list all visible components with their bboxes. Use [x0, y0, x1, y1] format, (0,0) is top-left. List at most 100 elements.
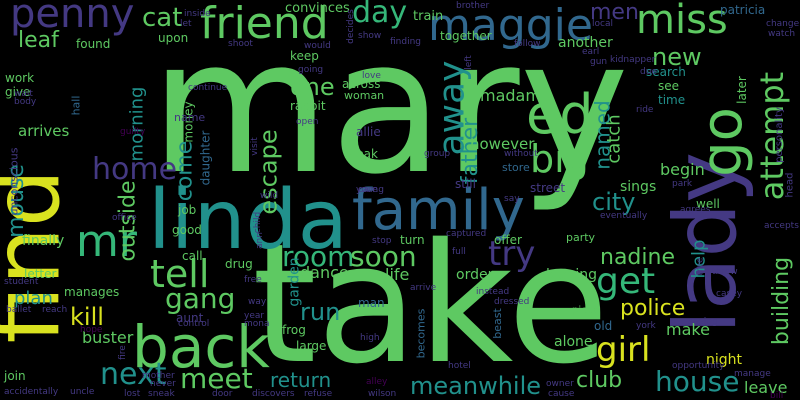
word-city: city	[592, 188, 636, 216]
word-call: call	[182, 249, 203, 263]
word-meanwhile: meanwhile	[410, 372, 542, 400]
word-morning: morning	[126, 86, 148, 162]
word-take: take	[252, 208, 609, 400]
word-opportunity: opportunity	[672, 361, 725, 371]
word-bill: bill	[770, 391, 784, 400]
word-nadine: nadine	[600, 245, 675, 270]
word-office: office	[112, 213, 137, 223]
word-becomes: becomes	[414, 308, 428, 359]
word-big: big	[530, 137, 589, 181]
word-across: across	[342, 77, 381, 91]
word-however: however	[470, 135, 535, 153]
word-tree: tree	[695, 257, 706, 276]
word-manages: manages	[64, 285, 120, 299]
word-follow: follow	[514, 39, 541, 49]
word-upon: upon	[158, 31, 189, 45]
word-plan: plan	[14, 288, 53, 309]
word-instead: instead	[476, 287, 510, 297]
word-club: club	[576, 368, 623, 393]
word-order: order	[456, 267, 494, 283]
word-dance: dance	[300, 263, 349, 282]
word-another: another	[558, 35, 613, 51]
word-keep: keep	[290, 49, 319, 63]
word-sneak: sneak	[148, 389, 175, 399]
word-arrive: arrive	[410, 283, 437, 293]
word-stop: stop	[372, 236, 392, 246]
word-accepts: accepts	[764, 221, 799, 231]
word-visit: visit	[249, 137, 260, 156]
word-wild: wild	[260, 191, 279, 201]
word-group: group	[424, 149, 451, 159]
word-house: house	[655, 365, 740, 398]
word-personality: personality	[773, 107, 785, 163]
word-buster: buster	[82, 328, 134, 347]
word-frog: frog	[282, 323, 306, 337]
word-old: old	[594, 319, 613, 333]
word-love: love	[362, 71, 381, 81]
word-ann: ann	[254, 232, 265, 249]
word-year: year	[244, 311, 265, 321]
word-party: party	[566, 231, 596, 244]
word-kidnapper: kidnapper	[610, 55, 656, 65]
word-home: home	[92, 152, 178, 187]
word-unconscious: unconscious	[7, 147, 21, 216]
word-store: store	[502, 161, 530, 174]
word-man: man	[358, 296, 385, 310]
word-way: way	[248, 297, 267, 307]
word-madame: madame	[480, 86, 551, 105]
word-aunt: aunt	[176, 311, 204, 325]
word-well: well	[696, 197, 720, 211]
word-work: work	[5, 71, 35, 85]
word-decides: decides	[345, 9, 356, 44]
word-casey: casey	[716, 289, 743, 299]
word-miss: miss	[636, 0, 728, 43]
word-friend: friend	[200, 0, 329, 49]
word-mary: mary	[150, 0, 630, 215]
word-get: get	[596, 261, 656, 302]
word-men: men	[590, 0, 639, 25]
word-return: return	[270, 368, 332, 392]
word-manage: manage	[734, 369, 771, 379]
word-convinces: convinces	[285, 1, 350, 16]
word-new: new	[652, 43, 702, 71]
word-soon: soon	[350, 240, 417, 273]
word-accidentally: accidentally	[4, 387, 59, 397]
word-gang: gang	[165, 282, 236, 315]
word-wait: wait	[14, 89, 33, 99]
word-train: train	[413, 9, 444, 24]
word-break: break	[344, 147, 378, 161]
word-show: show	[358, 31, 382, 41]
word-penny: penny	[10, 0, 135, 37]
word-open: open	[296, 117, 319, 127]
word-throw: throw	[712, 267, 738, 277]
word-room: room	[282, 240, 355, 273]
word-arrives: arrives	[18, 122, 70, 140]
word-try: try	[488, 234, 536, 274]
word-earl: earl	[582, 47, 600, 57]
word-mother: mother	[142, 371, 175, 381]
word-back: back	[132, 313, 270, 381]
word-alone: alone	[554, 334, 593, 350]
word-kill: kill	[70, 303, 104, 331]
word-inside: inside	[184, 9, 211, 19]
word-would: would	[304, 41, 331, 51]
word-finding: finding	[390, 37, 422, 47]
word-begin: begin	[660, 160, 705, 179]
word-park: park	[672, 179, 693, 189]
word-full: full	[452, 247, 466, 257]
word-uncle: uncle	[70, 387, 95, 397]
word-still: still	[455, 177, 476, 191]
word-day: day	[352, 0, 408, 30]
word-ballet: ballet	[6, 305, 32, 315]
word-ride: ride	[636, 105, 654, 115]
word-fire: fire	[117, 345, 128, 360]
word-rabbit: rabbit	[290, 99, 326, 113]
word-found: found	[76, 37, 111, 51]
word-next: next	[100, 357, 167, 392]
word-tell: tell	[150, 252, 210, 296]
word-never: never	[150, 379, 176, 389]
word-turn: turn	[400, 233, 425, 247]
word-eventually: eventually	[600, 211, 648, 221]
word-cat: cat	[142, 3, 183, 33]
word-beast: beast	[490, 308, 504, 339]
